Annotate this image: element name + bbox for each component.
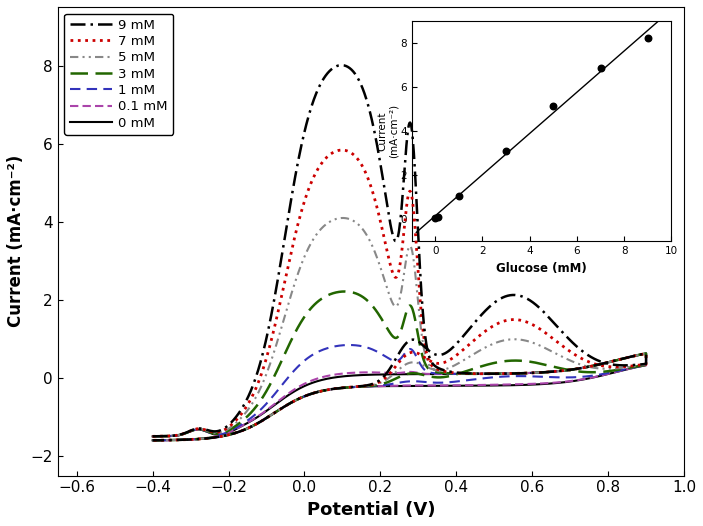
5 mM bbox=[148, 433, 157, 440]
5 mM bbox=[148, 437, 157, 443]
3 mM bbox=[167, 433, 175, 439]
1 mM bbox=[595, 361, 604, 368]
0 mM bbox=[212, 434, 220, 440]
5 mM bbox=[325, 219, 333, 225]
Line: 7 mM: 7 mM bbox=[153, 150, 646, 440]
7 mM bbox=[455, 350, 463, 357]
X-axis label: Potential (V): Potential (V) bbox=[307, 501, 435, 519]
0 mM bbox=[455, 382, 463, 389]
Line: 0.1 mM: 0.1 mM bbox=[153, 353, 646, 440]
0.1 mM bbox=[630, 365, 638, 371]
3 mM bbox=[148, 437, 157, 443]
9 mM bbox=[167, 433, 175, 439]
1 mM bbox=[344, 342, 353, 348]
1 mM bbox=[212, 434, 220, 440]
0.1 mM bbox=[148, 437, 157, 443]
0.1 mM bbox=[212, 434, 220, 440]
7 mM bbox=[148, 433, 157, 440]
7 mM bbox=[630, 362, 638, 369]
9 mM bbox=[630, 362, 638, 368]
7 mM bbox=[148, 437, 157, 443]
1 mM bbox=[148, 437, 157, 443]
7 mM bbox=[212, 434, 220, 440]
7 mM bbox=[338, 147, 347, 153]
9 mM bbox=[595, 361, 604, 368]
Y-axis label: Current (mA·cm⁻²): Current (mA·cm⁻²) bbox=[7, 155, 25, 327]
0 mM bbox=[642, 350, 650, 357]
1 mM bbox=[455, 378, 463, 385]
9 mM bbox=[212, 434, 220, 440]
0 mM bbox=[148, 433, 157, 440]
9 mM bbox=[325, 68, 333, 75]
5 mM bbox=[212, 434, 220, 440]
0 mM bbox=[325, 375, 333, 381]
0 mM bbox=[148, 437, 157, 443]
3 mM bbox=[340, 288, 349, 295]
5 mM bbox=[455, 360, 463, 366]
3 mM bbox=[630, 364, 638, 370]
1 mM bbox=[148, 433, 157, 440]
Line: 0 mM: 0 mM bbox=[153, 353, 646, 440]
3 mM bbox=[212, 434, 220, 440]
5 mM bbox=[595, 361, 604, 368]
0 mM bbox=[630, 365, 638, 371]
Line: 3 mM: 3 mM bbox=[153, 291, 646, 440]
5 mM bbox=[339, 215, 347, 221]
7 mM bbox=[595, 361, 604, 368]
0.1 mM bbox=[167, 433, 175, 439]
0.1 mM bbox=[455, 382, 463, 389]
0.1 mM bbox=[642, 350, 650, 357]
3 mM bbox=[455, 370, 463, 377]
3 mM bbox=[148, 433, 157, 440]
0.1 mM bbox=[325, 372, 333, 379]
9 mM bbox=[337, 62, 346, 68]
0.1 mM bbox=[595, 361, 603, 368]
Line: 1 mM: 1 mM bbox=[153, 345, 646, 440]
9 mM bbox=[148, 437, 157, 443]
3 mM bbox=[325, 291, 333, 298]
7 mM bbox=[167, 433, 175, 439]
1 mM bbox=[325, 345, 333, 351]
0 mM bbox=[595, 361, 603, 368]
0 mM bbox=[167, 433, 175, 439]
Line: 5 mM: 5 mM bbox=[153, 218, 646, 440]
9 mM bbox=[455, 338, 463, 345]
7 mM bbox=[325, 152, 333, 158]
1 mM bbox=[167, 433, 175, 439]
9 mM bbox=[148, 433, 157, 440]
3 mM bbox=[595, 361, 604, 368]
0.1 mM bbox=[148, 433, 157, 440]
1 mM bbox=[630, 364, 638, 370]
5 mM bbox=[167, 433, 175, 439]
5 mM bbox=[630, 363, 638, 369]
Legend: 9 mM, 7 mM, 5 mM, 3 mM, 1 mM, 0.1 mM, 0 mM: 9 mM, 7 mM, 5 mM, 3 mM, 1 mM, 0.1 mM, 0 … bbox=[65, 14, 173, 135]
Line: 9 mM: 9 mM bbox=[153, 65, 646, 440]
